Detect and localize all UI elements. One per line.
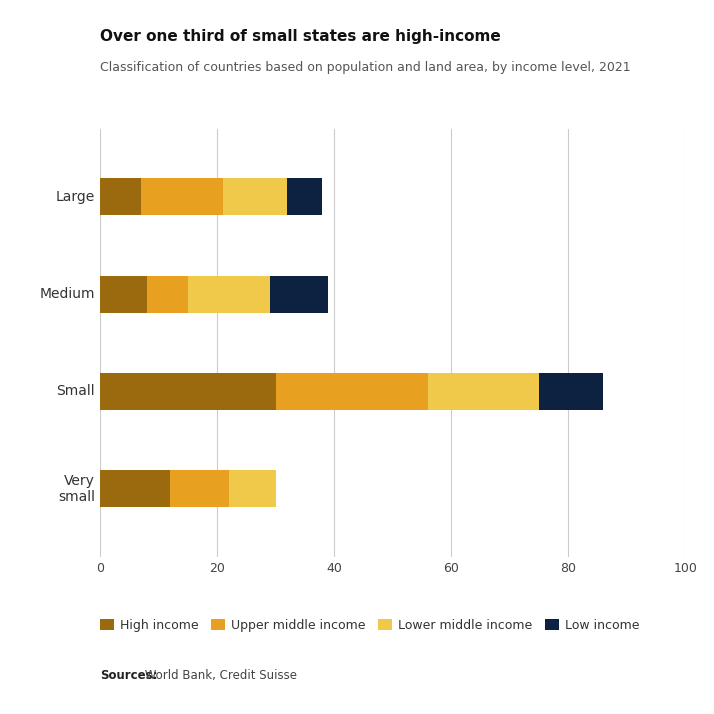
- Bar: [228, 471, 276, 507]
- Bar: [223, 178, 287, 215]
- Legend: High income, Upper middle income, Lower middle income, Low income: High income, Upper middle income, Lower …: [101, 619, 640, 632]
- Bar: [147, 276, 188, 313]
- Text: Sources:: Sources:: [100, 669, 158, 682]
- Bar: [287, 178, 323, 215]
- Bar: [170, 471, 228, 507]
- Bar: [188, 276, 270, 313]
- Bar: [539, 373, 603, 410]
- Text: Over one third of small states are high-income: Over one third of small states are high-…: [100, 29, 501, 44]
- Text: World Bank, Credit Suisse: World Bank, Credit Suisse: [141, 669, 297, 682]
- Bar: [100, 178, 141, 215]
- Text: Classification of countries based on population and land area, by income level, : Classification of countries based on pop…: [100, 61, 630, 74]
- Bar: [100, 276, 147, 313]
- Bar: [428, 373, 539, 410]
- Bar: [100, 471, 170, 507]
- Bar: [270, 276, 328, 313]
- Bar: [276, 373, 428, 410]
- Bar: [100, 373, 276, 410]
- Bar: [141, 178, 223, 215]
